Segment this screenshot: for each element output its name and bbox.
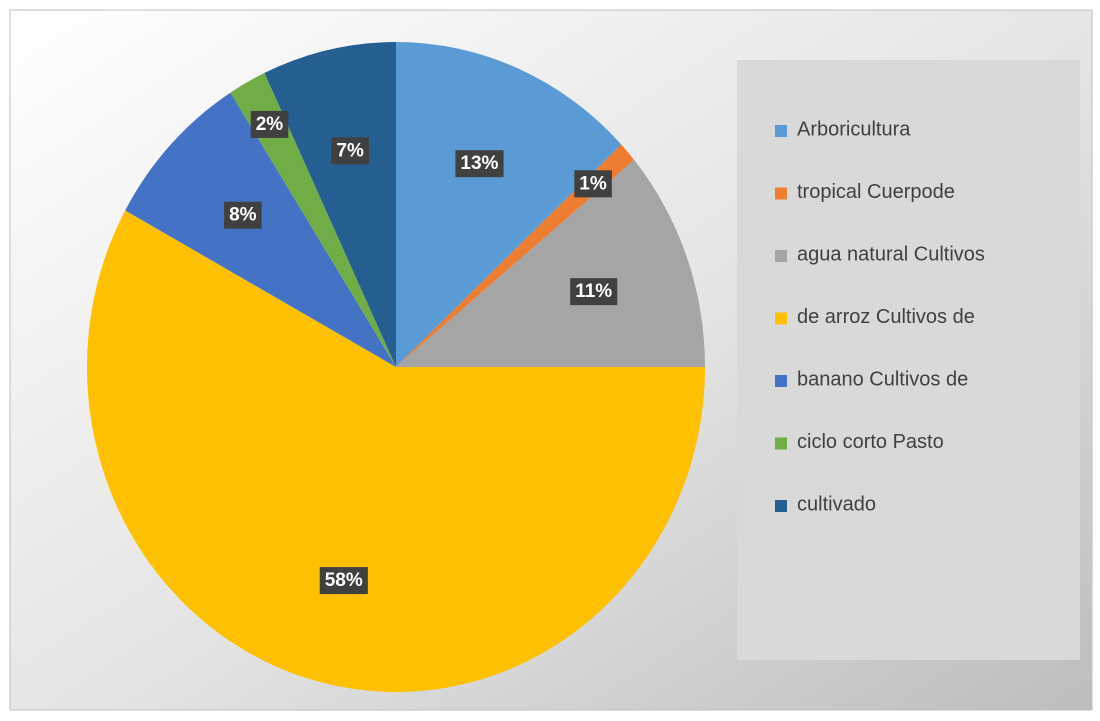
data-label: 13% [460, 153, 498, 174]
legend-swatch [775, 500, 787, 512]
data-label-bg [319, 567, 368, 595]
legend-label: agua natural Cultivos [797, 243, 985, 265]
data-label-bg [574, 170, 612, 198]
legend-swatch [775, 312, 787, 325]
data-label: 7% [336, 140, 364, 161]
data-label-bg [455, 150, 504, 178]
legend-label: banano Cultivos de [797, 368, 968, 390]
data-label: 1% [579, 173, 607, 194]
legend-swatch [775, 187, 787, 200]
pie-slice [396, 144, 635, 367]
data-label-bg [224, 201, 262, 229]
data-label: 8% [229, 205, 257, 226]
pie-slice [230, 72, 396, 367]
data-label-bg [250, 110, 289, 138]
pie-slice [396, 42, 622, 367]
legend-swatch [775, 375, 787, 387]
pie-slice [87, 210, 705, 692]
data-label: 11% [575, 281, 612, 302]
data-label: 58% [325, 570, 363, 591]
legend-box [737, 60, 1080, 660]
data-label-bg [331, 137, 369, 165]
legend-label: Arboricultura [797, 118, 911, 140]
pie-slice [396, 159, 705, 367]
legend-label: ciclo corto Pasto [797, 431, 944, 453]
legend-label: cultivado [797, 493, 876, 515]
legend-swatch [775, 250, 787, 262]
legend-swatch [775, 125, 787, 137]
legend-swatch [775, 437, 787, 450]
pie-slice [264, 42, 396, 367]
data-label: 2% [256, 114, 284, 135]
data-label-bg [570, 278, 618, 306]
legend-label: tropical Cuerpode [797, 181, 955, 203]
legend-label: de arroz Cultivos de [797, 306, 975, 328]
pie-slice [125, 92, 396, 368]
